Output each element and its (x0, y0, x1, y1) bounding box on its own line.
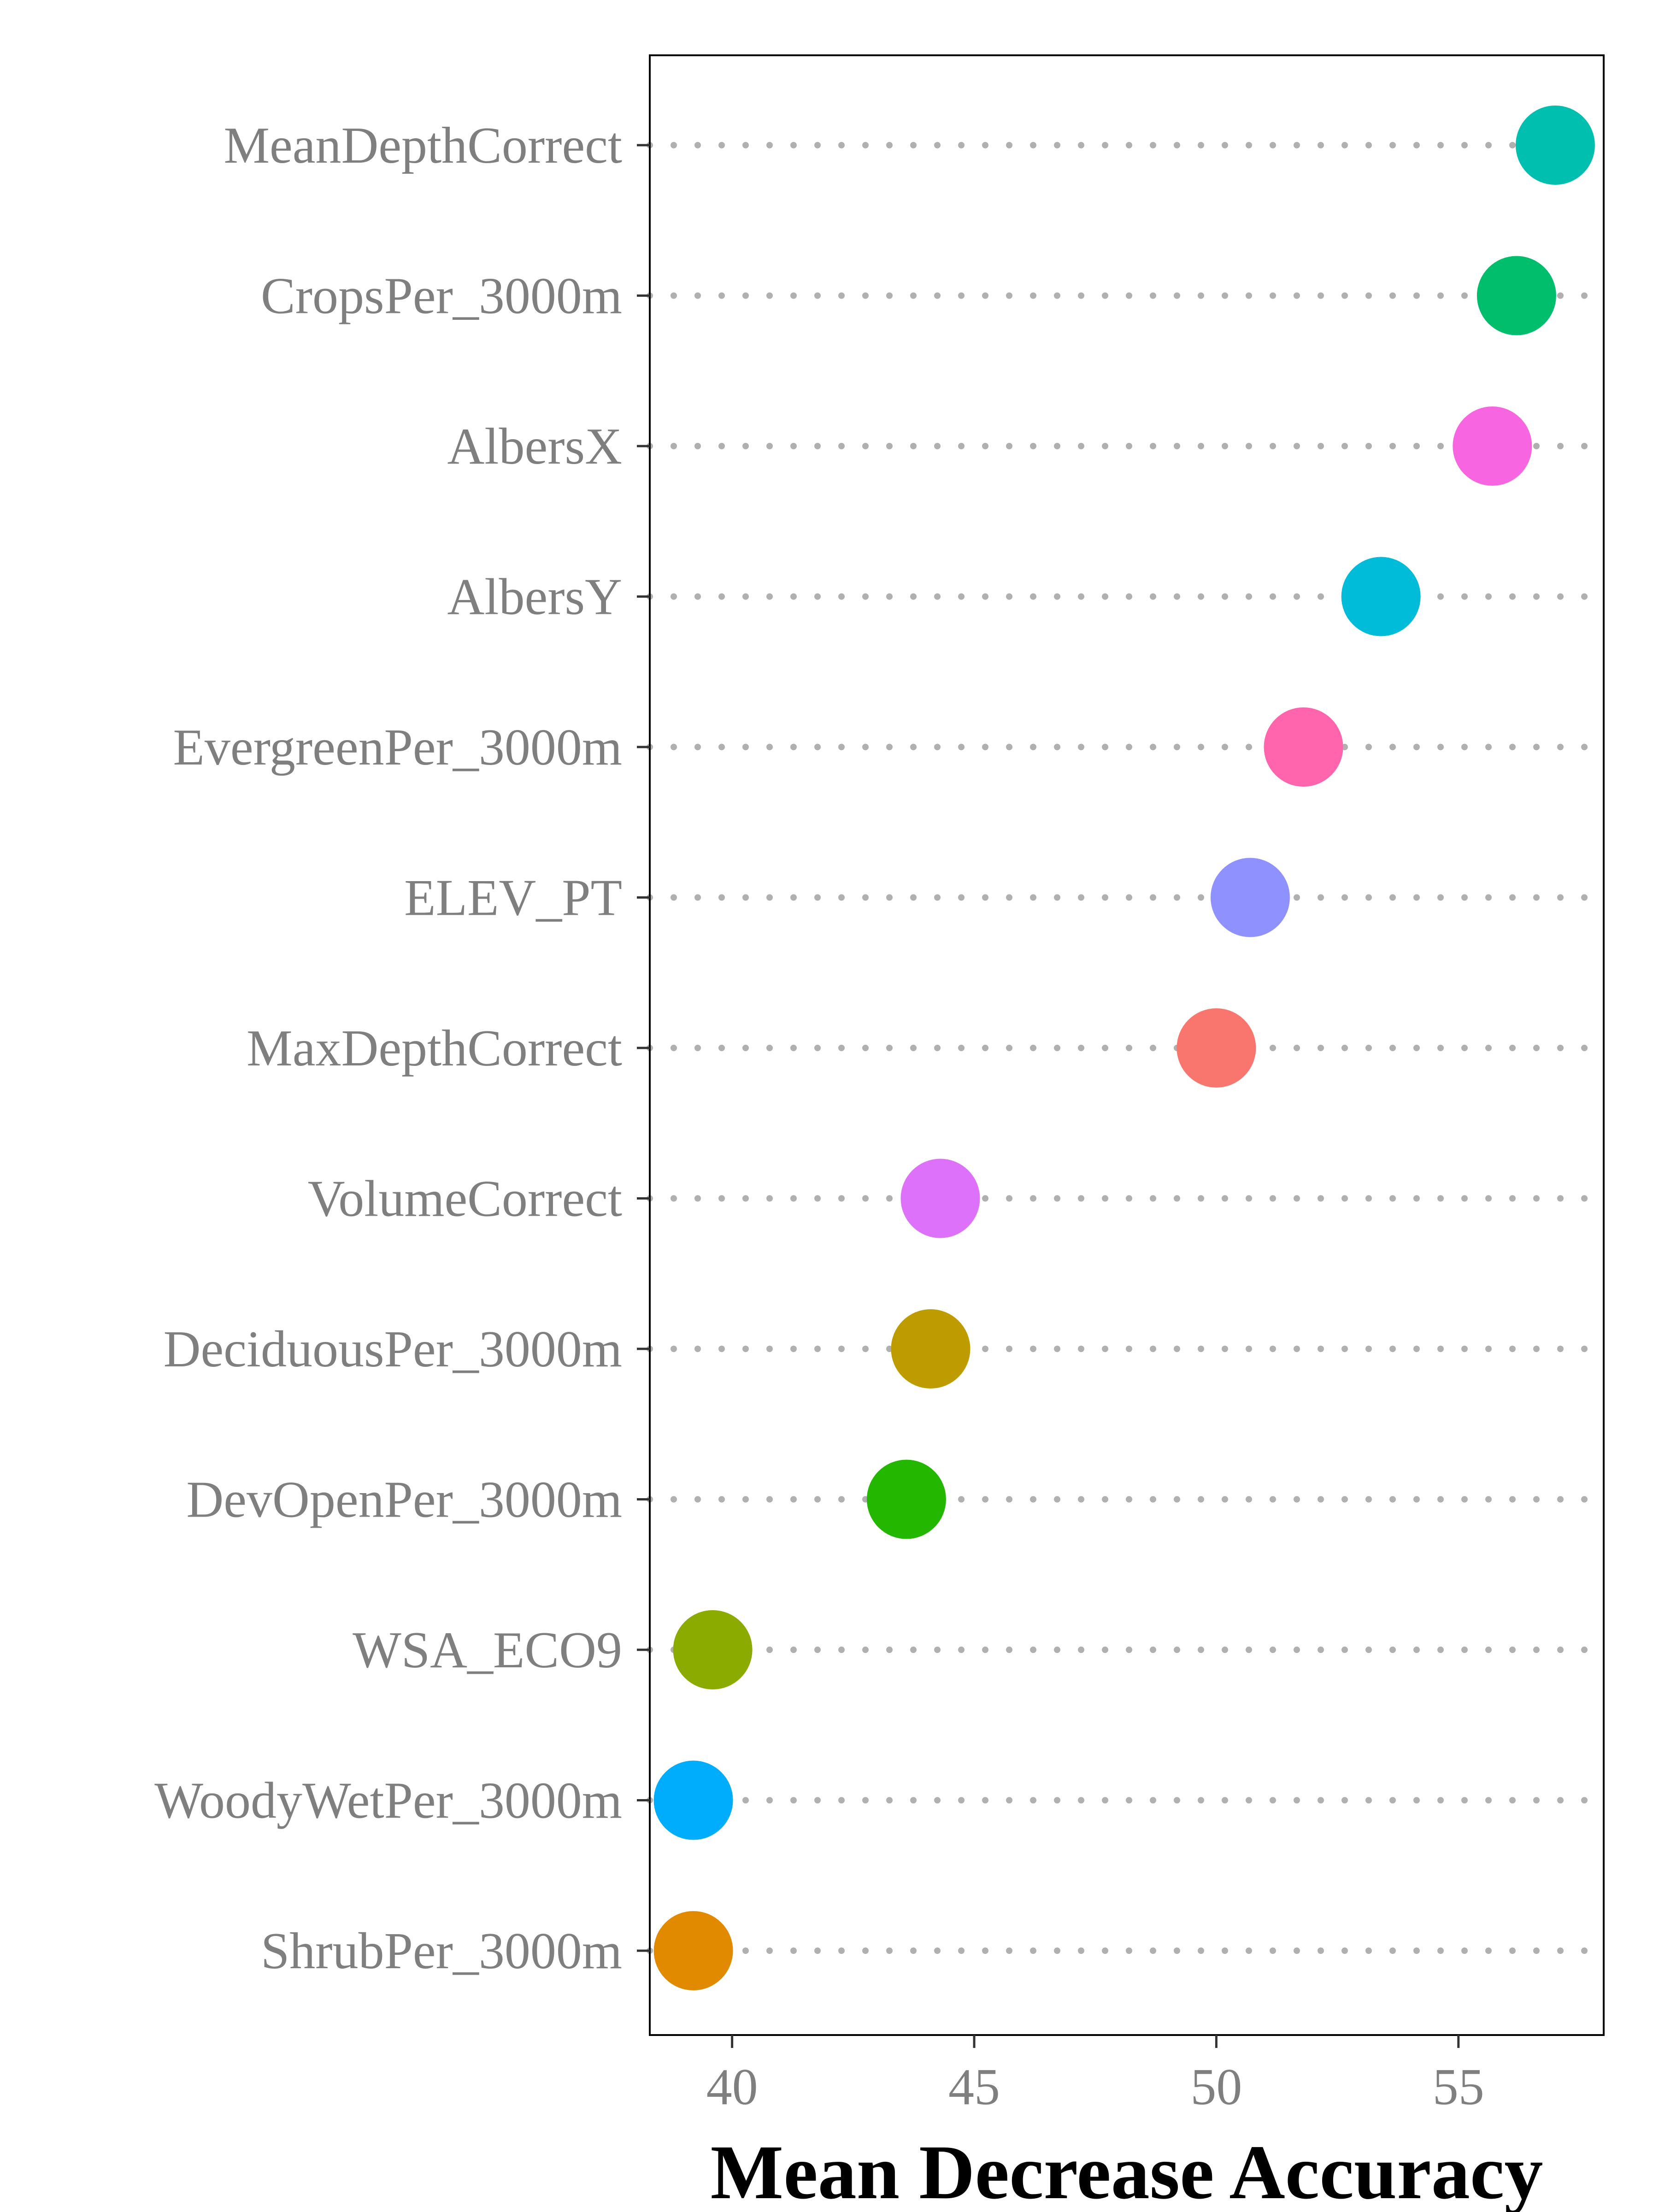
axis-ticks (637, 144, 1460, 2048)
category-label: EvergreenPer_3000m (173, 719, 622, 776)
plot-panel (649, 54, 1605, 2036)
x-tick-label: 45 (948, 2059, 1000, 2116)
category-label: CropsPer_3000m (261, 268, 622, 325)
x-tick-label: 55 (1433, 2059, 1484, 2116)
guide-lines (647, 142, 1607, 1954)
data-point (1515, 106, 1595, 185)
x-tick-label: 40 (706, 2059, 758, 2116)
data-point (1341, 557, 1421, 636)
data-point (1177, 1008, 1256, 1088)
data-point (653, 1760, 733, 1840)
x-axis-title: Mean Decrease Accuracy (711, 2130, 1543, 2212)
data-point (1453, 406, 1532, 486)
category-label: WoodyWetPer_3000m (154, 1772, 622, 1830)
category-label: WSA_ECO9 (353, 1622, 622, 1679)
x-tick-labels: 40 45 50 55 (706, 2059, 1484, 2116)
data-point (900, 1159, 980, 1238)
data-point (1210, 858, 1290, 937)
category-label: MeanDepthCorrect (224, 117, 622, 174)
category-labels: MeanDepthCorrect CropsPer_3000m AlbersX Alb… (154, 117, 622, 1980)
category-label: ShrubPer_3000m (261, 1923, 622, 1980)
data-point (891, 1309, 971, 1388)
category-label: MaxDepthCorrect (247, 1020, 622, 1077)
category-label: VolumeCorrect (308, 1171, 622, 1228)
data-point (673, 1610, 753, 1689)
category-label: AlbersX (447, 418, 622, 475)
data-point (1264, 707, 1343, 787)
category-label: ELEV_PT (404, 870, 622, 927)
data-point (1477, 256, 1556, 335)
x-tick-label: 50 (1190, 2059, 1242, 2116)
category-label: DeciduousPer_3000m (164, 1321, 622, 1378)
data-points (653, 106, 1595, 1990)
data-point (653, 1911, 733, 1990)
data-point (866, 1459, 946, 1539)
category-label: AlbersY (447, 569, 622, 626)
category-label: DevOpenPer_3000m (186, 1471, 622, 1529)
